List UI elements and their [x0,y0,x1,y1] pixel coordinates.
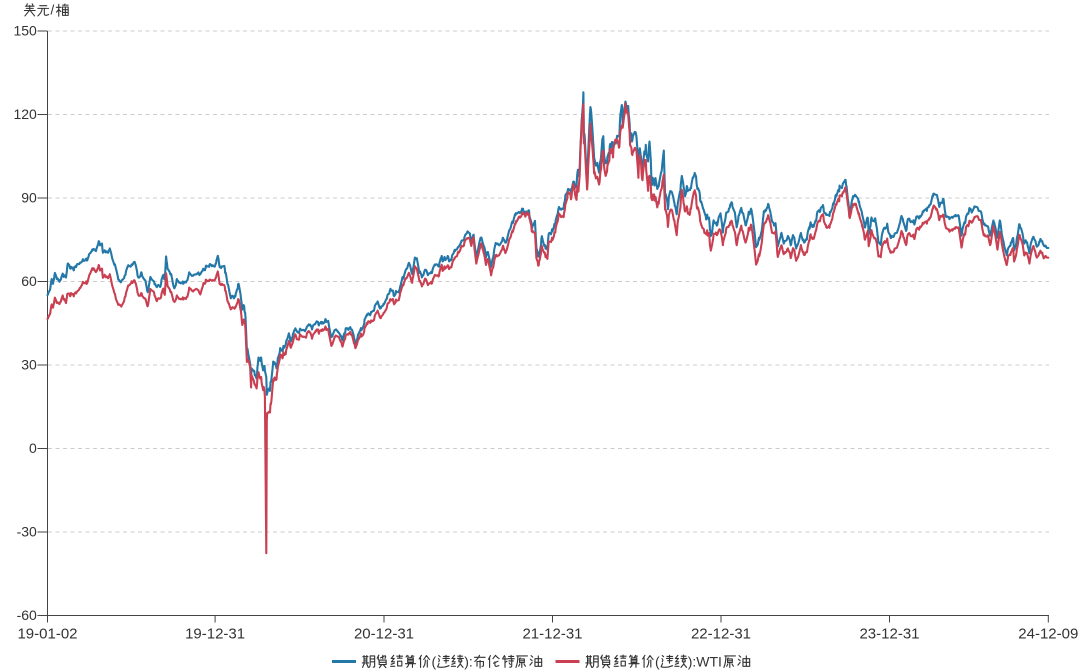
svg-text:/: / [51,3,55,18]
svg-text:30: 30 [21,357,37,373]
svg-text:23-12-31: 23-12-31 [859,626,919,643]
svg-text:0: 0 [29,440,37,456]
svg-text:60: 60 [21,273,37,289]
svg-text:150: 150 [13,23,37,39]
svg-text:90: 90 [21,190,37,206]
svg-text:):WTI: ):WTI [688,654,722,670]
svg-text:(: ( [655,654,660,670]
svg-text:20-12-31: 20-12-31 [354,626,414,643]
svg-text:22-12-31: 22-12-31 [691,626,751,643]
svg-text:-60: -60 [17,607,37,623]
svg-text:-30: -30 [17,524,37,540]
svg-text:):: ): [464,654,473,670]
svg-text:120: 120 [13,106,37,122]
svg-text:24-12-09: 24-12-09 [1018,626,1078,643]
svg-text:21-12-31: 21-12-31 [522,626,582,643]
svg-text:19-12-31: 19-12-31 [185,626,245,643]
svg-text:19-01-02: 19-01-02 [17,626,77,643]
svg-text:(: ( [432,654,437,670]
